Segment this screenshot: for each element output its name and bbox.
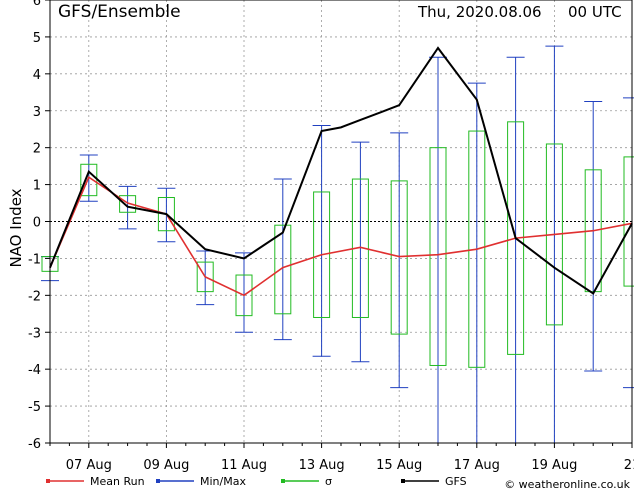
y-tick-label: 3	[33, 105, 41, 120]
y-axis: 6 5 4 3 2 1 0 -1 -2 -3 -4 -5 -6	[28, 0, 50, 452]
sigma-box	[313, 191, 331, 318]
y-tick-label: -5	[28, 400, 41, 415]
legend-label: σ	[325, 475, 332, 488]
y-tick-label: -4	[28, 363, 41, 378]
run-date: Thu, 2020.08.06	[417, 3, 542, 21]
legend-label: GFS	[445, 475, 467, 488]
sigma-box	[429, 147, 447, 366]
x-tick-label: 21	[624, 458, 634, 473]
ensemble-boxes	[41, 45, 634, 443]
legend-label: Mean Run	[90, 475, 145, 488]
series-lines	[49, 46, 633, 297]
plot-frame	[49, 0, 633, 444]
legend-label: Min/Max	[200, 475, 246, 488]
legend: Mean Run Min/Max σ GFS	[46, 475, 467, 488]
y-tick-label: 1	[33, 179, 41, 194]
x-tick-label: 09 Aug	[143, 458, 189, 473]
legend-marker	[281, 479, 285, 483]
grid	[50, 0, 633, 443]
y-tick-label: -6	[28, 437, 41, 452]
sigma-box	[157, 197, 175, 232]
y-tick-label: 0	[33, 216, 41, 231]
legend-marker	[401, 479, 405, 483]
y-tick-label: 5	[33, 31, 41, 46]
x-axis: 07 Aug 09 Aug 11 Aug 13 Aug 15 Aug 17 Aug 19 A…	[49, 443, 634, 473]
mean-run-line	[49, 176, 633, 297]
legend-marker	[46, 479, 50, 483]
gfs-line	[49, 46, 633, 295]
x-tick-label: 19 Aug	[531, 458, 577, 473]
x-tick-label: 13 Aug	[299, 458, 345, 473]
sigma-box	[196, 261, 214, 293]
legend-marker	[156, 479, 160, 483]
y-tick-label: -3	[28, 326, 41, 341]
chart-title: GFS/Ensemble	[58, 2, 181, 22]
sigma-box	[235, 274, 253, 317]
x-tick-label: 11 Aug	[221, 458, 267, 473]
sigma-box	[119, 195, 137, 213]
x-tick-label: 15 Aug	[376, 458, 422, 473]
sigma-box	[274, 224, 292, 315]
y-tick-label: 6	[33, 0, 41, 9]
y-tick-label: 2	[33, 142, 41, 157]
y-tick-label: -2	[28, 289, 41, 304]
y-tick-label: 4	[33, 68, 41, 83]
x-tick-label: 17 Aug	[454, 458, 500, 473]
y-tick-label: -1	[28, 252, 41, 267]
sigma-box	[468, 130, 486, 368]
x-tick-label: 07 Aug	[66, 458, 112, 473]
y-axis-label: NAO Index	[7, 188, 25, 267]
sigma-box	[390, 180, 408, 335]
credit-text: © weatheronline.co.uk	[504, 478, 630, 490]
run-time: 00 UTC	[568, 3, 622, 21]
